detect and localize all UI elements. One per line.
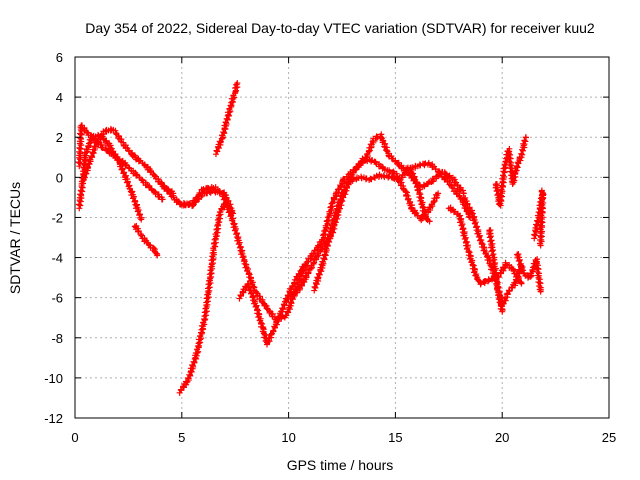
x-tick-label: 15 bbox=[388, 430, 402, 445]
data-point-markers bbox=[531, 187, 547, 249]
series-track-16 bbox=[492, 134, 529, 209]
data-point-markers bbox=[178, 187, 237, 217]
series-track-13 bbox=[445, 204, 525, 288]
plot-frame bbox=[74, 56, 610, 419]
y-axis-label: SDTVAR / TECUs bbox=[7, 182, 23, 294]
x-tick-label: 10 bbox=[281, 430, 295, 445]
y-tick-label: -2 bbox=[51, 210, 63, 225]
y-tick-label: -4 bbox=[51, 251, 63, 266]
y-tick-label: 0 bbox=[56, 170, 63, 185]
series-track-12 bbox=[403, 164, 433, 225]
y-tick-label: -6 bbox=[51, 291, 63, 306]
y-tick-label: 4 bbox=[56, 90, 63, 105]
y-tick-label: 6 bbox=[56, 50, 63, 65]
data-point-markers bbox=[80, 125, 177, 197]
series-track-9 bbox=[236, 131, 467, 348]
series-track-17 bbox=[514, 251, 544, 295]
chart-title: Day 354 of 2022, Sidereal Day-to-day VTE… bbox=[85, 20, 595, 36]
series-track-8 bbox=[212, 80, 241, 158]
series-track-15 bbox=[486, 227, 506, 315]
data-point-markers bbox=[486, 227, 506, 315]
data-point-markers bbox=[403, 164, 433, 225]
y-tick-label: -10 bbox=[44, 371, 63, 386]
data-point-markers bbox=[176, 200, 229, 396]
data-point-markers bbox=[212, 80, 241, 158]
x-tick-label: 0 bbox=[71, 430, 78, 445]
axis-ticks: 0 5 10 15 20 25 -12 -10 -8 -6 -4 -2 0 2 4 6 bbox=[44, 50, 616, 445]
data-point-markers bbox=[131, 222, 161, 259]
x-tick-label: 20 bbox=[495, 430, 509, 445]
y-tick-label: -12 bbox=[44, 411, 63, 426]
x-tick-label: 25 bbox=[602, 430, 616, 445]
series-track-7 bbox=[178, 187, 237, 217]
series-track-18 bbox=[531, 187, 547, 249]
series-track-4 bbox=[131, 222, 161, 259]
series-track-2 bbox=[75, 131, 145, 223]
data-point-markers bbox=[445, 204, 525, 288]
y-tick-label: 2 bbox=[56, 130, 63, 145]
data-point-markers bbox=[514, 251, 544, 295]
series-track-3 bbox=[80, 125, 177, 197]
y-tick-label: -8 bbox=[51, 331, 63, 346]
data-point-markers bbox=[75, 131, 145, 223]
data-point-markers bbox=[492, 134, 529, 209]
data-marks bbox=[75, 80, 547, 396]
series-track-6 bbox=[176, 200, 229, 396]
grid bbox=[75, 57, 609, 418]
data-point-markers bbox=[236, 131, 467, 348]
x-axis-label: GPS time / hours bbox=[287, 457, 394, 473]
x-tick-label: 5 bbox=[178, 430, 185, 445]
